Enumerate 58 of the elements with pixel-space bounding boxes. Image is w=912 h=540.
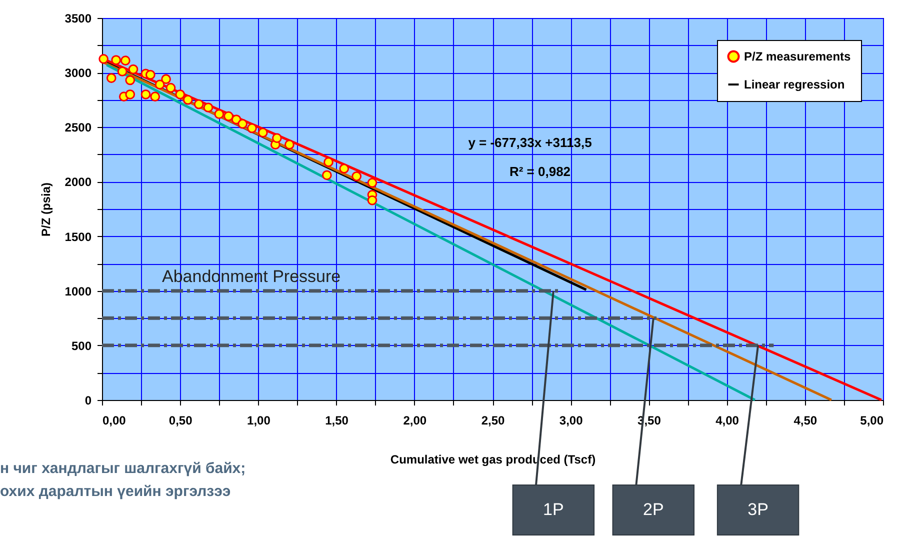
text: охих даралтын үеийн эргэлзээ: [0, 483, 231, 500]
point: [145, 70, 156, 80]
y-tick-label: 3500: [64, 12, 92, 26]
x-tick-label: 2,00: [403, 414, 427, 428]
annotation: 3P: [748, 500, 768, 519]
point: [98, 54, 108, 64]
x-tick-label: 4,00: [716, 414, 740, 428]
point: [367, 178, 378, 188]
point: [140, 89, 151, 100]
y-tick-label: 3000: [64, 66, 92, 80]
legend-label: P/Z measurements: [744, 50, 852, 64]
x-tick-label: 4,50: [794, 414, 818, 428]
point: [339, 164, 350, 174]
x-tick-label: 5,00: [860, 414, 884, 428]
point: [284, 140, 294, 150]
y-axis-title: P/Z (psia): [38, 182, 53, 237]
y-tick-label: 1500: [64, 230, 92, 244]
x-tick-label: 2,50: [481, 414, 505, 428]
point: [231, 114, 242, 124]
point: [120, 56, 130, 66]
point: [111, 55, 121, 65]
legend-label: Linear regression: [744, 78, 845, 92]
point: [175, 89, 186, 100]
y-tick-label: 500: [71, 338, 92, 353]
point: [238, 118, 248, 129]
y-tick-label: 1000: [64, 284, 92, 298]
point: [125, 75, 136, 86]
point: [324, 157, 334, 167]
point: [214, 109, 224, 119]
text: н чиг хандлагыг шалгахгүй байх;: [0, 460, 246, 477]
point: [247, 123, 257, 134]
x-tick-label: 3,00: [559, 414, 584, 428]
y-tick-label: 0: [84, 394, 92, 408]
point: [272, 133, 282, 143]
x-tick-label: 0,50: [168, 414, 193, 428]
point: [117, 66, 128, 76]
point: [150, 92, 160, 102]
point: [154, 80, 165, 90]
point: [203, 102, 214, 112]
point: [322, 170, 332, 180]
annotation: 1P: [543, 500, 564, 519]
point: [161, 74, 171, 84]
point: [367, 195, 378, 206]
point: [224, 111, 234, 122]
point: [194, 99, 204, 110]
x-tick-label: 1,50: [325, 414, 349, 428]
point: [128, 64, 138, 74]
y-tick-label: 2000: [64, 175, 92, 190]
point: [125, 89, 136, 100]
x-tick-label: 0,00: [102, 414, 126, 428]
x-tick-label: 1,00: [247, 414, 271, 428]
point: [106, 73, 116, 83]
point: [352, 171, 362, 182]
annotation: 2P: [642, 500, 664, 519]
point: [258, 128, 268, 138]
point: [182, 94, 193, 105]
y-tick-label: 2500: [64, 120, 92, 135]
point: [166, 82, 176, 93]
